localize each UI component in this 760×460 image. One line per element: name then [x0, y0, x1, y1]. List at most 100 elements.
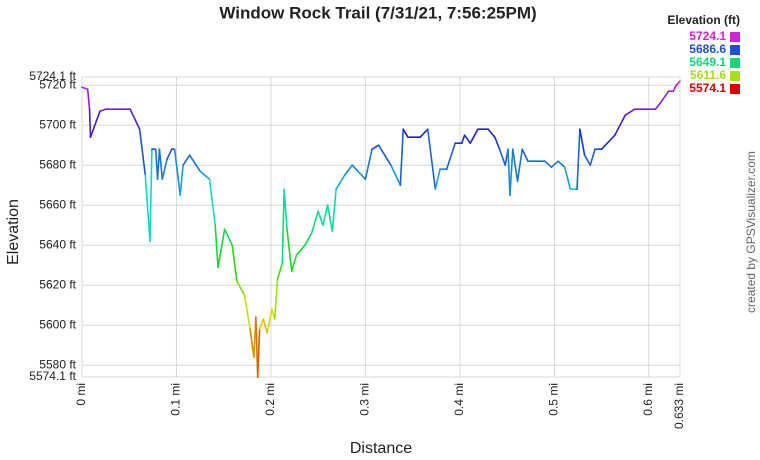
elevation-segment — [273, 278, 279, 321]
y-tick-label: 5660 ft — [39, 197, 76, 211]
elevation-segment — [304, 232, 313, 246]
elevation-segment — [99, 108, 107, 112]
elevation-segment — [144, 174, 151, 242]
elevation-segment — [331, 188, 337, 232]
legend-swatch — [730, 32, 740, 42]
elevation-segment — [600, 134, 616, 150]
x-tick-label: 0.4 mi — [452, 383, 466, 416]
elevation-segment — [129, 108, 141, 130]
elevation-segment — [322, 204, 329, 226]
elevation-segment — [286, 228, 293, 273]
elevation-segment — [249, 328, 255, 359]
elevation-segment — [399, 128, 405, 186]
elevation-segment — [371, 144, 380, 150]
y-tick-label: 5640 ft — [39, 237, 76, 251]
elevation-segment — [659, 90, 670, 104]
elevation-segment — [521, 148, 529, 162]
elevation-segment — [236, 280, 246, 297]
elevation-segment — [173, 148, 182, 196]
legend-label: 5574.1 — [689, 81, 726, 95]
elevation-segment — [557, 160, 566, 168]
legend-swatch — [730, 45, 740, 55]
elevation-segment — [364, 148, 373, 180]
elevation-segment — [550, 160, 559, 168]
x-tick-label: 0.6 mi — [641, 383, 655, 416]
chart-title: Window Rock Trail (7/31/21, 7:56:25PM) — [219, 3, 536, 22]
elevation-segment — [624, 108, 636, 116]
elevation-segment — [351, 164, 359, 172]
elevation-segment — [199, 170, 211, 180]
elevation-segment — [86, 88, 91, 110]
elevation-segment — [509, 148, 514, 196]
y-tick-label: 5580 ft — [39, 357, 76, 371]
legend-label: 5611.6 — [690, 68, 726, 82]
x-tick-label: 0.3 mi — [358, 383, 372, 416]
x-tick-label: 0.1 mi — [169, 383, 183, 416]
elevation-segment — [672, 84, 678, 92]
elevation-segment — [576, 128, 581, 190]
elevation-segment — [390, 164, 402, 186]
legend-label: 5649.1 — [689, 55, 726, 69]
x-axis-label: Distance — [350, 440, 412, 457]
elevation-segment — [426, 128, 437, 190]
elevation-segment — [402, 128, 409, 138]
elevation-segment — [256, 328, 261, 379]
elevation-segment — [295, 244, 306, 256]
credit: created by GPSVisualizer.com — [744, 151, 758, 313]
elevation-segment — [498, 148, 507, 166]
elevation-segment — [276, 262, 284, 281]
elevation-segment — [589, 148, 596, 166]
elevation-segment — [494, 136, 501, 150]
elevation-segment — [335, 174, 346, 190]
elevation-segment — [579, 128, 586, 156]
elevation-segment — [262, 318, 268, 335]
y-axis-label: Elevation — [5, 199, 22, 265]
legend-label: 5724.1 — [689, 29, 726, 43]
y-tick-label: 5680 ft — [39, 157, 76, 171]
elevation-segment — [357, 170, 367, 180]
elevation-segment — [463, 134, 472, 144]
elevation-segment — [310, 210, 319, 234]
x-tick-label: 0 mi — [74, 383, 88, 406]
y-tick-label: 5574.1 ft — [29, 369, 76, 383]
elevation-segment — [434, 168, 441, 190]
elevation-segment — [511, 148, 519, 182]
elevation-segment — [654, 102, 661, 110]
elevation-segment — [516, 148, 524, 182]
elevation-segment — [290, 254, 298, 273]
elevation-segment — [317, 210, 324, 226]
x-tick-label: 0.5 mi — [547, 383, 561, 416]
elevation-segment — [583, 154, 592, 166]
y-tick-label: 5620 ft — [39, 277, 76, 291]
elevation-segment — [460, 134, 466, 144]
y-tick-label: 5600 ft — [39, 317, 76, 331]
elevation-segment — [214, 224, 219, 269]
elevation-segment — [281, 188, 285, 265]
elevation-segment — [487, 128, 496, 138]
x-tick-label: 0.2 mi — [263, 383, 277, 416]
elevation-segment — [179, 164, 184, 196]
elevation-segment — [675, 80, 681, 86]
elevation-segment — [89, 110, 101, 138]
x-tick-label: 0.633 mi — [672, 383, 686, 429]
legend-label: 5686.6 — [689, 42, 726, 56]
legend-swatch — [730, 71, 740, 81]
legend-title: Elevation (ft) — [667, 13, 740, 27]
elevation-segment — [614, 114, 627, 136]
elevation-segment — [208, 178, 217, 226]
elevation-segment — [223, 228, 234, 246]
elevation-segment — [377, 144, 392, 166]
y-tick-label: 5724.1 ft — [29, 69, 76, 83]
elevation-segment — [266, 308, 273, 335]
elevation-segment — [158, 148, 164, 180]
legend-swatch — [730, 84, 740, 94]
legend-swatch — [730, 58, 740, 68]
elevation-segment — [161, 158, 168, 180]
elevation-segment — [231, 244, 238, 283]
elevation-segment — [343, 164, 353, 176]
elevation-segment — [138, 128, 147, 176]
elevation-segment — [88, 108, 92, 138]
elevation-segment — [283, 188, 288, 230]
elevation-segment — [563, 166, 572, 190]
